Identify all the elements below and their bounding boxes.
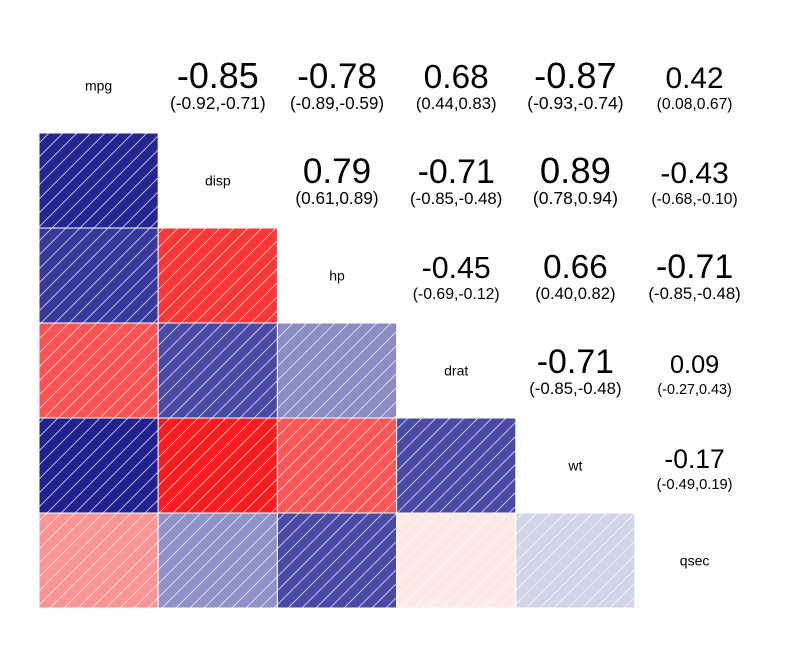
corr-value-qsec-drat: 0.09	[670, 351, 719, 379]
corr-ci-hp-mpg: (-0.89,-0.59)	[290, 94, 384, 113]
shade-cell-drat-mpg	[38, 322, 159, 419]
shade-cell-wt-hp	[276, 417, 398, 514]
corr-value-qsec-disp: -0.43	[660, 157, 728, 190]
hatch-overlay	[515, 513, 635, 608]
hatch-overlay	[39, 228, 159, 323]
shade-cell-qsec-hp	[276, 512, 398, 609]
shade-cell-qsec-drat	[396, 512, 517, 609]
corr-value-wt-drat: -0.71	[537, 343, 614, 381]
corr-ci-wt-drat: (-0.85,-0.48)	[529, 379, 621, 398]
hatch-overlay	[277, 323, 397, 418]
shade-cell-wt-disp	[157, 417, 278, 514]
corr-value-qsec-wt: -0.17	[665, 444, 725, 474]
shade-cell-drat-hp	[276, 322, 398, 419]
corr-ci-drat-hp: (-0.69,-0.12)	[413, 286, 500, 303]
shaded-cells	[38, 132, 636, 609]
corr-ci-qsec-hp: (-0.85,-0.48)	[648, 284, 740, 303]
corr-value-qsec-mpg: 0.42	[666, 62, 724, 95]
corr-value-wt-disp: 0.89	[540, 150, 611, 191]
variable-label-drat: drat	[444, 363, 468, 379]
corr-value-drat-mpg: 0.68	[424, 59, 489, 96]
hatch-overlay	[396, 418, 516, 513]
corr-ci-wt-mpg: (-0.93,-0.74)	[527, 93, 623, 113]
corr-ci-hp-disp: (0.61,0.89)	[295, 188, 378, 208]
hatch-overlay	[158, 418, 278, 513]
corr-ci-qsec-mpg: (0.08,0.67)	[657, 96, 733, 113]
corr-ci-drat-disp: (-0.85,-0.48)	[410, 189, 502, 208]
corr-ci-qsec-wt: (-0.49,0.19)	[657, 477, 733, 493]
corr-value-wt-hp: 0.66	[543, 249, 608, 286]
corr-ci-qsec-disp: (-0.68,-0.10)	[651, 191, 737, 208]
shade-cell-disp-mpg	[38, 132, 159, 229]
shade-cell-qsec-mpg	[38, 512, 159, 609]
shade-cell-wt-mpg	[38, 417, 159, 514]
corr-ci-drat-mpg: (0.44,0.83)	[416, 94, 497, 113]
correlation-values: -0.85(-0.92,-0.71) -0.78(-0.89,-0.59) 0.68…	[170, 55, 741, 493]
corr-ci-wt-hp: (0.40,0.82)	[535, 284, 615, 303]
shade-cell-wt-drat	[396, 417, 517, 514]
corr-value-hp-disp: 0.79	[303, 152, 371, 191]
variable-label-mpg: mpg	[85, 78, 112, 94]
corr-value-wt-mpg: -0.87	[534, 55, 616, 96]
hatch-overlay	[277, 418, 397, 513]
shade-cell-hp-mpg	[38, 227, 159, 324]
hatch-overlay	[396, 513, 516, 608]
hatch-overlay	[158, 513, 278, 608]
shade-cell-qsec-wt	[515, 512, 636, 609]
corr-value-disp-mpg: -0.85	[177, 56, 259, 96]
corr-ci-qsec-drat: (-0.27,0.43)	[657, 382, 731, 398]
hatch-overlay	[39, 323, 159, 418]
hatch-overlay	[39, 513, 159, 608]
variable-label-disp: disp	[205, 173, 231, 189]
corr-value-hp-mpg: -0.78	[297, 57, 377, 96]
variable-label-wt: wt	[567, 458, 582, 474]
hatch-overlay	[158, 323, 278, 418]
corr-ci-wt-disp: (0.78,0.94)	[533, 188, 618, 208]
shade-cell-hp-disp	[157, 227, 278, 324]
corr-value-drat-hp: -0.45	[422, 252, 491, 285]
shade-cell-qsec-disp	[157, 512, 278, 609]
hatch-overlay	[277, 513, 397, 608]
corr-value-qsec-hp: -0.71	[656, 248, 733, 286]
shade-cell-drat-disp	[157, 322, 278, 419]
hatch-overlay	[39, 133, 159, 228]
corr-value-drat-disp: -0.71	[418, 153, 495, 191]
hatch-overlay	[158, 228, 278, 323]
corr-ci-disp-mpg: (-0.92,-0.71)	[170, 93, 266, 113]
variable-label-hp: hp	[329, 268, 345, 284]
variable-label-qsec: qsec	[680, 553, 710, 569]
variable-labels: mpg disp hp drat wt qsec	[85, 78, 709, 569]
hatch-overlay	[39, 418, 159, 513]
